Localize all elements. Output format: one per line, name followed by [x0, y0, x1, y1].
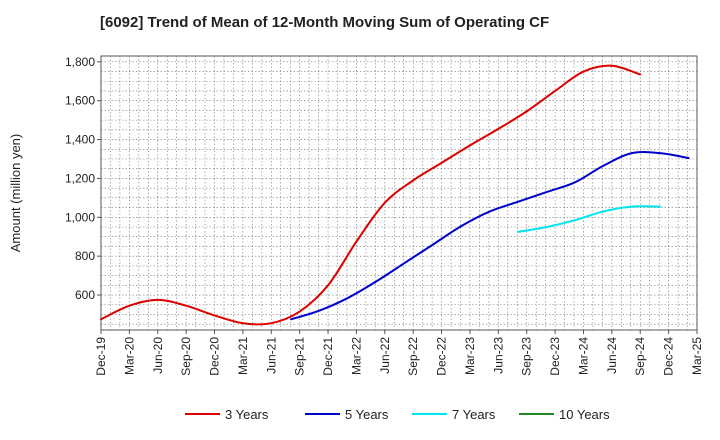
x-tick-label: Dec-21 [321, 337, 335, 376]
y-axis-label: Amount (million yen) [8, 134, 23, 253]
plot-area [101, 56, 697, 330]
x-tick-label: Mar-22 [349, 337, 363, 375]
legend-label-7-years: 7 Years [452, 407, 496, 422]
x-tick-label: Mar-21 [236, 337, 250, 375]
x-tick-label: Mar-25 [690, 337, 704, 375]
x-axis-ticks: Dec-19 Mar-20 Jun-20 Sep-20 Dec-20 Mar-21 Jun-… [94, 330, 704, 376]
y-tick-label: 1,400 [65, 133, 95, 147]
y-tick-label: 1,200 [65, 171, 95, 185]
x-tick-label: Dec-23 [548, 337, 562, 376]
x-tick-label: Mar-24 [576, 337, 590, 375]
x-tick-label: Dec-20 [208, 337, 222, 376]
x-tick-label: Jun-24 [605, 337, 619, 374]
series-line-3-years [100, 64, 642, 326]
legend-label-10-years: 10 Years [559, 407, 610, 422]
series-line-5-years [290, 151, 690, 321]
y-tick-label: 800 [75, 249, 95, 263]
x-tick-label: Jun-22 [378, 337, 392, 374]
gridlines [101, 56, 697, 330]
x-tick-label: Mar-23 [463, 337, 477, 375]
y-tick-label: 1,800 [65, 55, 95, 69]
x-tick-label: Sep-22 [406, 337, 420, 376]
plot-frame [100, 55, 698, 331]
x-tick-label: Dec-24 [662, 337, 676, 376]
legend-label-5-years: 5 Years [345, 407, 389, 422]
x-tick-label: Dec-22 [435, 337, 449, 376]
y-axis-ticks: 600 800 1,000 1,200 1,400 1,600 1,800 [65, 55, 101, 302]
x-tick-label: Sep-23 [520, 337, 534, 376]
x-tick-label: Dec-19 [94, 337, 108, 376]
y-tick-label: 1,600 [65, 94, 95, 108]
y-tick-label: 1,000 [65, 210, 95, 224]
chart-title: [6092] Trend of Mean of 12-Month Moving … [100, 14, 549, 31]
x-tick-label: Sep-21 [293, 337, 307, 376]
x-tick-label: Sep-20 [179, 337, 193, 376]
x-tick-label: Jun-20 [151, 337, 165, 374]
series-lines [100, 64, 690, 326]
x-tick-label: Jun-23 [491, 337, 505, 374]
x-tick-label: Jun-21 [264, 337, 278, 374]
legend: 3 Years 5 Years 7 Years 10 Years [185, 407, 610, 422]
y-tick-label: 600 [75, 288, 95, 302]
x-tick-label: Mar-20 [122, 337, 136, 375]
x-tick-label: Sep-24 [633, 337, 647, 376]
legend-label-3-years: 3 Years [225, 407, 269, 422]
series-line-7-years [517, 205, 662, 233]
